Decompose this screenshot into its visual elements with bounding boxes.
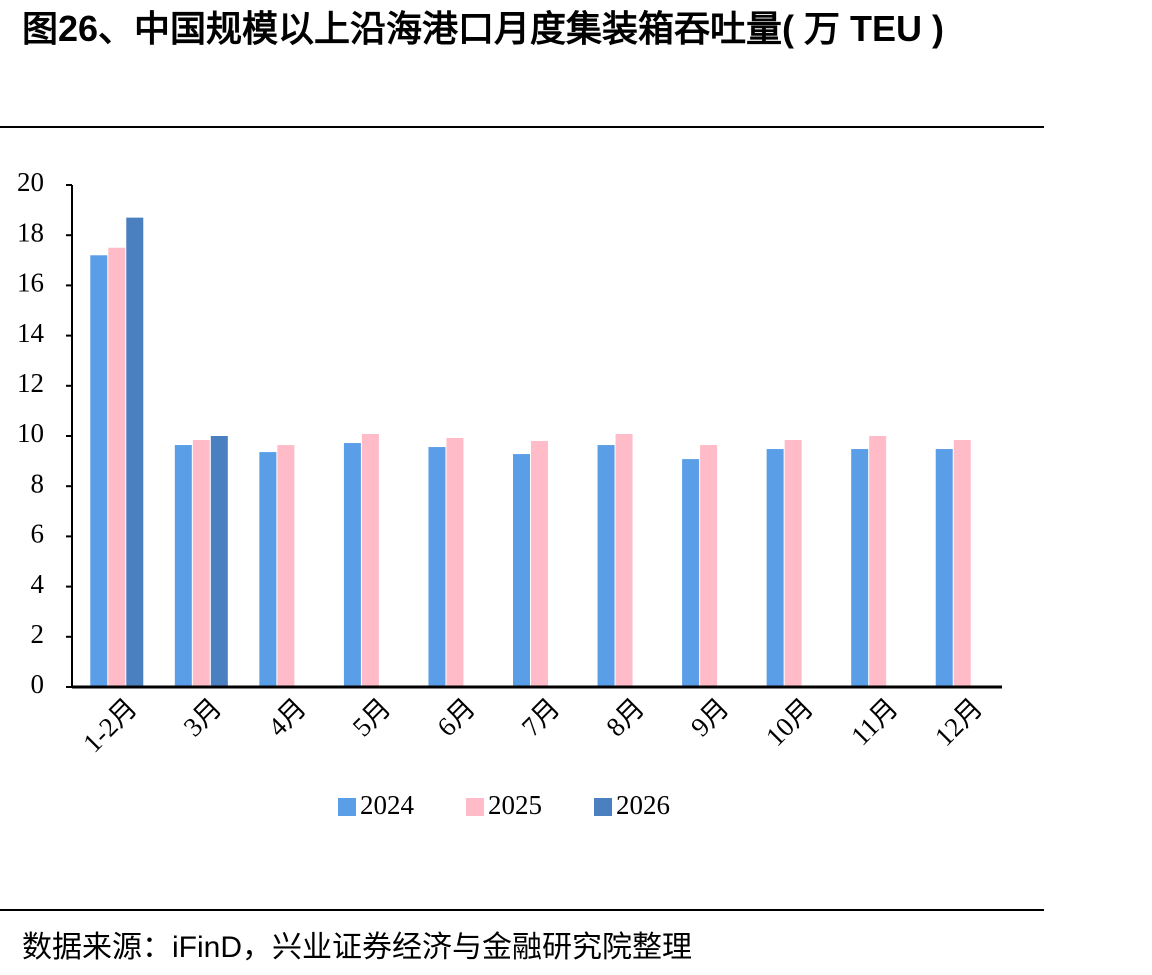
bar	[597, 445, 615, 687]
bar	[90, 255, 108, 687]
legend-swatch	[338, 798, 356, 816]
x-tick-label: 6月	[431, 692, 481, 742]
bar	[531, 441, 548, 687]
top-rule	[0, 126, 1044, 128]
y-tick-label: 20	[17, 167, 44, 197]
x-tick-label: 9月	[685, 692, 735, 742]
bar	[428, 447, 446, 687]
bar	[361, 433, 379, 687]
x-tick-label: 10月	[760, 692, 819, 751]
chart-title: 图26、中国规模以上沿海港口月度集装箱吞吐量( 万 TEU )	[22, 8, 945, 49]
legend-label: 2024	[360, 790, 415, 820]
bar	[259, 452, 277, 687]
bar	[108, 247, 126, 687]
x-tick-label: 12月	[929, 692, 988, 751]
legend-swatch	[466, 798, 484, 816]
bar	[210, 436, 228, 687]
legend-label: 2025	[488, 790, 542, 820]
y-tick-label: 14	[17, 318, 45, 348]
bar	[851, 449, 869, 687]
x-tick-label: 8月	[600, 692, 650, 742]
bar	[343, 443, 361, 687]
bar	[174, 445, 192, 687]
x-tick-label: 1-2月	[77, 692, 143, 758]
legend-label: 2026	[616, 790, 670, 820]
bar	[935, 449, 953, 687]
bar	[784, 440, 802, 687]
x-tick-label: 5月	[347, 692, 397, 742]
y-tick-label: 10	[17, 418, 44, 448]
bar	[682, 459, 700, 687]
y-tick-label: 16	[17, 268, 44, 298]
y-tick-label: 8	[31, 468, 45, 498]
x-tick-label: 11月	[845, 692, 904, 751]
bar	[192, 440, 210, 687]
bar	[953, 440, 971, 687]
y-tick-label: 4	[31, 569, 45, 599]
x-tick-label: 3月	[178, 692, 228, 742]
y-tick-label: 18	[17, 217, 44, 247]
x-tick-label: 7月	[516, 692, 566, 742]
bar	[446, 438, 464, 687]
bar	[615, 433, 633, 687]
bar	[700, 445, 718, 687]
y-tick-label: 6	[31, 519, 45, 549]
bar	[513, 454, 530, 687]
x-tick-label: 4月	[262, 692, 312, 742]
y-tick-label: 12	[17, 368, 44, 398]
legend-swatch	[594, 798, 612, 816]
y-tick-label: 2	[31, 619, 45, 649]
source-note: 数据来源：iFinD，兴业证券经济与金融研究院整理	[22, 931, 693, 964]
bar	[277, 445, 295, 687]
bar	[766, 449, 784, 687]
bar	[126, 217, 144, 687]
y-tick-label: 0	[31, 669, 45, 699]
bar	[869, 436, 887, 687]
bottom-rule	[0, 909, 1044, 911]
